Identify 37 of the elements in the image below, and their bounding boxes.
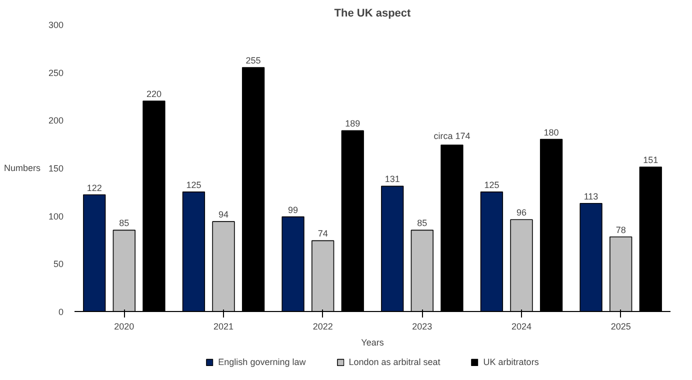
legend-label: English governing law — [218, 357, 306, 367]
data-label: 131 — [384, 174, 400, 184]
data-label: 151 — [643, 155, 658, 166]
data-label: 99 — [288, 204, 298, 215]
x-tick-label: 2020 — [114, 322, 134, 332]
data-label: 125 — [484, 180, 500, 190]
data-label: 85 — [417, 218, 428, 228]
data-label: 113 — [584, 191, 598, 202]
data-label: 220 — [146, 89, 162, 100]
data-label: circa 174 — [434, 131, 470, 142]
data-label: 74 — [318, 228, 328, 239]
x-tick-label: 2021 — [213, 322, 234, 332]
data-label: 122 — [86, 182, 102, 193]
data-label: 85 — [119, 218, 130, 228]
y-tick-label: 200 — [48, 116, 64, 126]
data-label: 94 — [218, 210, 229, 220]
x-tick-label: 2022 — [312, 322, 333, 332]
data-label: 180 — [544, 127, 559, 138]
data-label: 189 — [345, 118, 360, 129]
data-label: 78 — [616, 224, 626, 235]
y-tick-label: 300 — [48, 20, 64, 30]
y-tick-label: 100 — [48, 211, 64, 222]
legend-label: UK arbitrators — [483, 357, 539, 367]
legend-label: London as arbitral seat — [348, 357, 440, 367]
y-tick-label: 150 — [48, 164, 64, 174]
y-tick-label: 50 — [53, 259, 64, 270]
data-label: 255 — [246, 56, 261, 66]
data-label: 96 — [516, 208, 527, 218]
x-axis-title: Years — [361, 338, 384, 348]
y-tick-label: 250 — [48, 68, 64, 78]
x-tick-label: 2025 — [610, 322, 631, 332]
chart-title: The UK aspect — [334, 8, 412, 20]
y-tick-label: 0 — [58, 307, 64, 317]
x-tick-label: 2024 — [511, 322, 532, 332]
x-tick-label: 2023 — [412, 322, 432, 332]
y-axis-title: Numbers — [4, 163, 41, 173]
data-label: 125 — [186, 180, 202, 190]
